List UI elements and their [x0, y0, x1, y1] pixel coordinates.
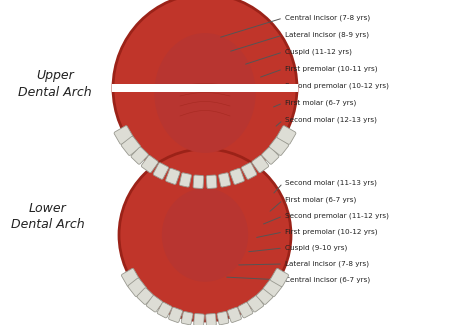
- FancyBboxPatch shape: [146, 295, 163, 312]
- FancyBboxPatch shape: [269, 136, 289, 155]
- Text: First molar (6-7 yrs): First molar (6-7 yrs): [285, 197, 356, 203]
- FancyBboxPatch shape: [121, 268, 140, 287]
- FancyBboxPatch shape: [238, 302, 253, 318]
- Text: Lateral incisor (7-8 yrs): Lateral incisor (7-8 yrs): [285, 261, 369, 267]
- FancyBboxPatch shape: [112, 84, 298, 92]
- FancyBboxPatch shape: [157, 302, 172, 318]
- Text: Upper: Upper: [36, 69, 74, 82]
- Text: Dental Arch: Dental Arch: [11, 217, 85, 230]
- Text: Second premolar (10-12 yrs): Second premolar (10-12 yrs): [285, 83, 389, 89]
- FancyBboxPatch shape: [270, 268, 289, 287]
- Text: Second molar (12-13 yrs): Second molar (12-13 yrs): [285, 117, 377, 123]
- FancyBboxPatch shape: [193, 175, 204, 188]
- Text: Cuspid (11-12 yrs): Cuspid (11-12 yrs): [285, 49, 352, 55]
- FancyBboxPatch shape: [230, 168, 244, 184]
- Text: Second premolar (11-12 yrs): Second premolar (11-12 yrs): [285, 213, 389, 219]
- FancyBboxPatch shape: [153, 163, 169, 179]
- FancyBboxPatch shape: [131, 147, 148, 164]
- FancyBboxPatch shape: [194, 314, 204, 325]
- FancyBboxPatch shape: [128, 278, 146, 297]
- FancyBboxPatch shape: [217, 311, 229, 325]
- FancyBboxPatch shape: [181, 311, 193, 325]
- FancyBboxPatch shape: [169, 307, 182, 322]
- FancyBboxPatch shape: [241, 163, 257, 179]
- FancyBboxPatch shape: [277, 126, 296, 144]
- FancyBboxPatch shape: [114, 126, 133, 144]
- FancyBboxPatch shape: [264, 278, 282, 297]
- FancyBboxPatch shape: [252, 155, 269, 173]
- Ellipse shape: [155, 33, 255, 153]
- Text: First molar (6-7 yrs): First molar (6-7 yrs): [285, 100, 356, 106]
- FancyBboxPatch shape: [228, 307, 241, 322]
- FancyBboxPatch shape: [137, 288, 154, 305]
- FancyBboxPatch shape: [141, 155, 158, 173]
- Text: Central incisor (7-8 yrs): Central incisor (7-8 yrs): [285, 15, 370, 21]
- FancyBboxPatch shape: [166, 168, 180, 184]
- Ellipse shape: [113, 0, 297, 182]
- Text: First premolar (10-11 yrs): First premolar (10-11 yrs): [285, 66, 377, 72]
- FancyBboxPatch shape: [206, 175, 217, 188]
- Ellipse shape: [119, 149, 291, 321]
- Text: First premolar (10-12 yrs): First premolar (10-12 yrs): [285, 229, 377, 235]
- FancyBboxPatch shape: [206, 314, 216, 325]
- Text: Lower: Lower: [29, 202, 67, 214]
- Text: Lateral incisor (8-9 yrs): Lateral incisor (8-9 yrs): [285, 32, 369, 38]
- FancyBboxPatch shape: [219, 173, 230, 187]
- FancyBboxPatch shape: [256, 288, 273, 305]
- Text: Cuspid (9-10 yrs): Cuspid (9-10 yrs): [285, 245, 347, 251]
- FancyBboxPatch shape: [262, 147, 279, 164]
- Ellipse shape: [162, 188, 248, 282]
- Text: Second molar (11-13 yrs): Second molar (11-13 yrs): [285, 180, 377, 186]
- Text: Central incisor (6-7 yrs): Central incisor (6-7 yrs): [285, 277, 370, 283]
- Text: Dental Arch: Dental Arch: [18, 85, 92, 98]
- FancyBboxPatch shape: [180, 173, 191, 187]
- FancyBboxPatch shape: [247, 295, 264, 312]
- FancyBboxPatch shape: [121, 136, 141, 155]
